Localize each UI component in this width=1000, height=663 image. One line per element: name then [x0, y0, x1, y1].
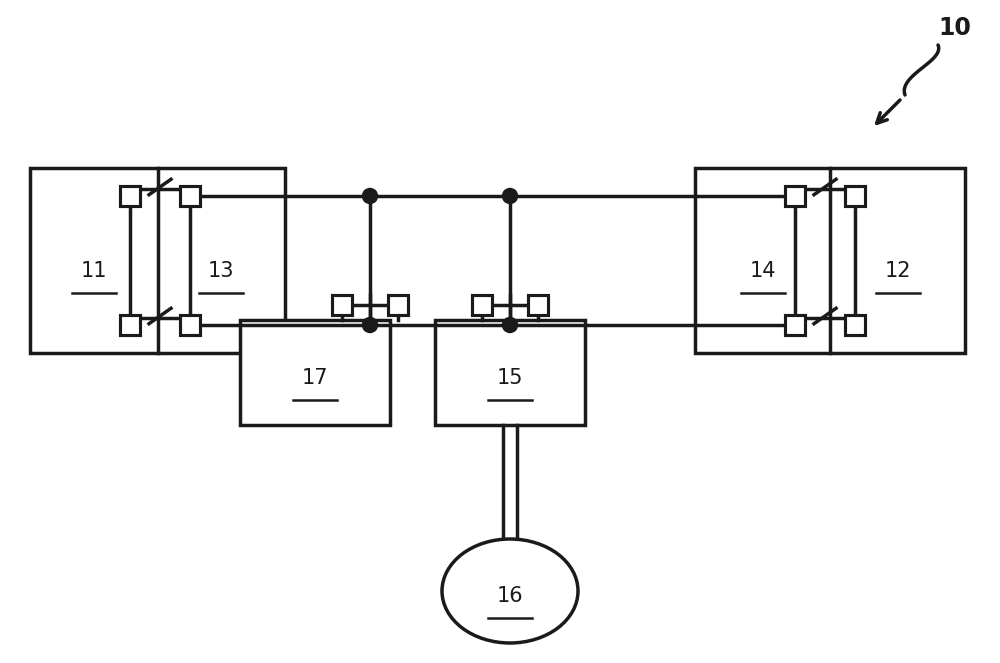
Bar — [180, 186, 200, 206]
Text: 14: 14 — [749, 261, 776, 280]
Bar — [180, 315, 200, 335]
Bar — [332, 295, 352, 315]
Bar — [472, 295, 492, 315]
Circle shape — [363, 318, 378, 333]
Bar — [695, 168, 965, 353]
Circle shape — [503, 188, 518, 204]
Circle shape — [503, 318, 518, 333]
Bar — [120, 315, 140, 335]
Bar — [388, 295, 408, 315]
Circle shape — [363, 188, 378, 204]
Text: 17: 17 — [302, 367, 328, 387]
Bar — [845, 315, 865, 335]
Bar — [120, 186, 140, 206]
Text: 13: 13 — [208, 261, 235, 280]
Bar — [785, 186, 805, 206]
Text: 12: 12 — [884, 261, 911, 280]
Bar — [240, 320, 390, 425]
Bar — [528, 295, 548, 315]
Text: 10: 10 — [939, 16, 971, 40]
Text: 11: 11 — [81, 261, 107, 280]
Bar — [845, 186, 865, 206]
Bar — [785, 315, 805, 335]
Ellipse shape — [442, 539, 578, 643]
Text: 16: 16 — [497, 586, 523, 606]
Bar — [435, 320, 585, 425]
Text: 15: 15 — [497, 367, 523, 387]
Bar — [30, 168, 285, 353]
